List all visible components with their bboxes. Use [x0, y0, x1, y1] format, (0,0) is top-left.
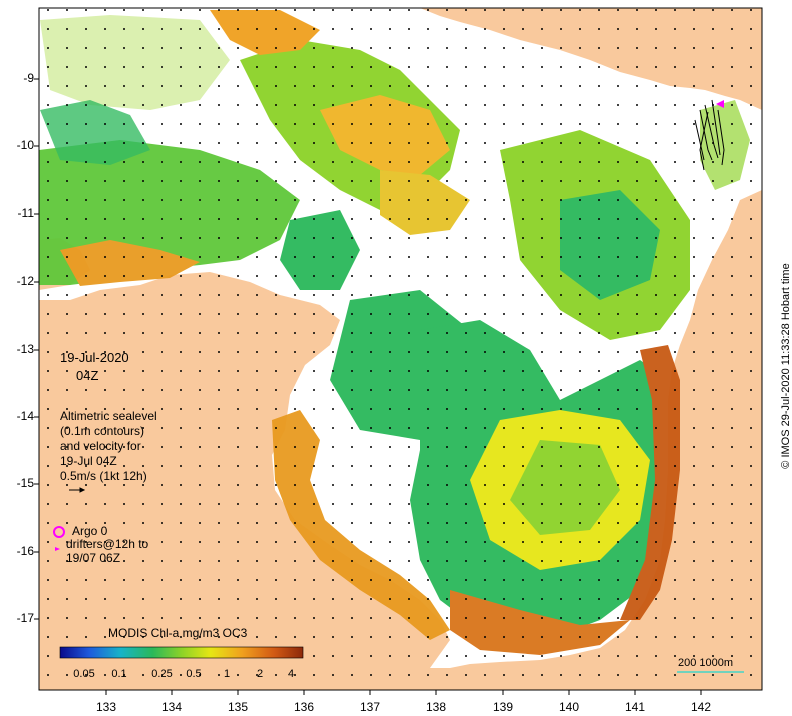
- lon-tick: 133: [86, 700, 126, 714]
- lat-tick: -16: [0, 544, 34, 558]
- colorbar-tick: 4: [288, 668, 294, 680]
- lon-tick: 140: [549, 700, 589, 714]
- map-date: 19-Jul-2020: [60, 350, 129, 365]
- colorbar-tick: 0.5: [186, 668, 201, 680]
- colorbar-tick: 1: [224, 668, 230, 680]
- colorbar-tick: 0.05: [73, 668, 94, 680]
- lat-tick: -13: [0, 342, 34, 356]
- plot-area: [34, 8, 762, 695]
- lat-tick: -10: [0, 138, 34, 152]
- lon-tick: 134: [152, 700, 192, 714]
- lat-tick: -9: [0, 71, 34, 85]
- colorbar-title: MODIS Chl-a mg/m3 OC3: [108, 626, 247, 641]
- colorbar: [60, 647, 303, 658]
- colorbar-tick: 2: [257, 668, 263, 680]
- lon-tick: 139: [483, 700, 523, 714]
- scale-label: 200 1000m: [678, 656, 733, 671]
- velocity-arrows: [39, 8, 762, 690]
- lon-tick: 142: [681, 700, 721, 714]
- colorbar-tick: 0.25: [151, 668, 172, 680]
- legend-line: 0.5m/s (1kt 12h): [60, 469, 157, 484]
- lon-tick: 135: [218, 700, 258, 714]
- lat-tick: -15: [0, 476, 34, 490]
- legend-line: 19-Jul 04Z: [60, 454, 157, 469]
- lon-tick: 138: [416, 700, 456, 714]
- lat-tick: -17: [0, 611, 34, 625]
- legend-line: (0.1m contours): [60, 424, 157, 439]
- legend-line: and velocity for: [60, 439, 157, 454]
- legend-line: Altimetric sealevel: [60, 409, 157, 424]
- lon-tick: 137: [350, 700, 390, 714]
- lat-tick: -12: [0, 274, 34, 288]
- colorbar-tick: 0.1: [111, 668, 126, 680]
- drifter-label-1: drifters@12h to: [66, 537, 148, 552]
- lat-axis-ticks: [34, 79, 39, 619]
- lon-tick: 141: [615, 700, 655, 714]
- lon-axis-ticks: [106, 690, 701, 695]
- lat-tick: -11: [0, 206, 34, 220]
- lat-tick: -14: [0, 409, 34, 423]
- credit-text: © IMOS 29-Jul-2020 11:33:28 Hobart time: [780, 263, 792, 468]
- drifter-label-2: 19/07 06Z: [66, 551, 120, 566]
- map-time: 04Z: [76, 368, 98, 383]
- lon-tick: 136: [284, 700, 324, 714]
- velocity-legend: Altimetric sealevel (0.1m contours) and …: [60, 409, 157, 484]
